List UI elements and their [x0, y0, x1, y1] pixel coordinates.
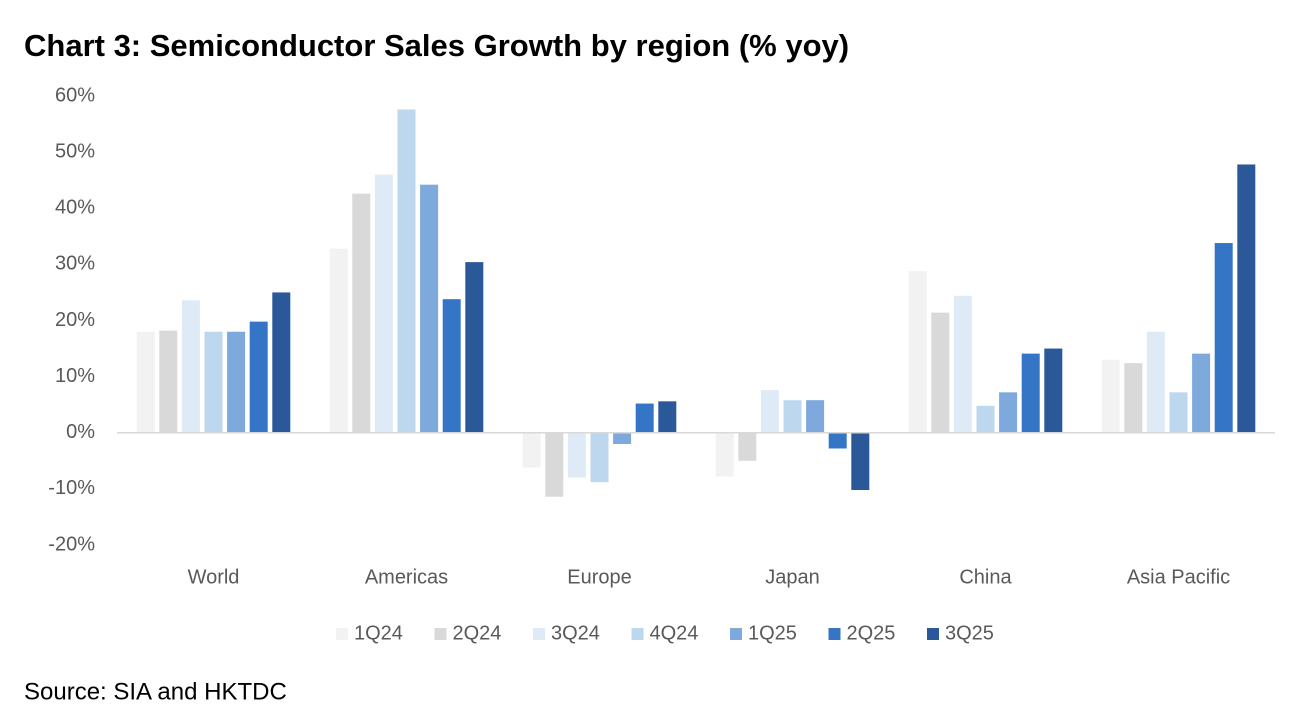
bar — [374, 174, 393, 433]
legend-label: 3Q25 — [945, 622, 994, 644]
bar — [522, 432, 541, 468]
bar — [227, 331, 246, 433]
x-tick-label: Japan — [765, 566, 820, 588]
x-tick-label: World — [188, 566, 240, 588]
y-tick-label: 20% — [55, 309, 95, 331]
bar — [181, 300, 200, 433]
bar — [1214, 243, 1233, 433]
y-tick-label: 30% — [55, 253, 95, 275]
bar — [397, 109, 416, 433]
bar — [329, 248, 348, 433]
legend-label: 2Q24 — [453, 622, 502, 644]
x-tick-label: Americas — [365, 566, 448, 588]
legend-swatch — [927, 628, 939, 640]
bar — [783, 400, 802, 433]
y-tick-label: 60% — [55, 84, 95, 106]
bar — [1101, 359, 1120, 433]
bar — [851, 432, 870, 490]
chart-title: Chart 3: Semiconductor Sales Growth by r… — [24, 28, 849, 63]
legend-label: 3Q24 — [551, 622, 600, 644]
bar — [613, 432, 632, 444]
bar — [806, 400, 825, 433]
y-tick-label: 50% — [55, 140, 95, 162]
legend-label: 2Q25 — [847, 622, 896, 644]
bar — [590, 432, 609, 483]
bar — [999, 392, 1018, 433]
bar — [204, 331, 223, 433]
bar — [1237, 164, 1256, 433]
legend-swatch — [631, 628, 644, 640]
y-tick-label: -10% — [48, 477, 95, 499]
y-tick-label: 10% — [55, 365, 95, 387]
bar — [352, 193, 371, 433]
bar — [908, 271, 927, 433]
bar — [976, 405, 995, 433]
bar — [420, 184, 439, 433]
bar — [715, 432, 734, 477]
legend-label: 1Q24 — [354, 622, 403, 644]
bar — [136, 331, 155, 433]
bar — [1124, 363, 1143, 433]
legend-swatch — [730, 628, 742, 640]
bar — [953, 295, 972, 433]
bar — [545, 432, 564, 497]
x-tick-label: Asia Pacific — [1127, 566, 1230, 588]
bar — [760, 390, 779, 433]
bar — [159, 330, 178, 433]
bar — [658, 401, 677, 433]
y-tick-label: -20% — [48, 533, 95, 555]
bar — [1021, 353, 1040, 433]
source-note: Source: SIA and HKTDC — [24, 678, 287, 705]
bar — [1146, 331, 1165, 433]
legend-swatch — [434, 628, 447, 640]
bar — [931, 312, 950, 433]
legend-swatch — [533, 628, 545, 640]
y-tick-label: 40% — [55, 197, 95, 219]
bar — [1192, 353, 1211, 433]
legend-label: 1Q25 — [748, 622, 797, 644]
bar — [272, 292, 291, 433]
bar — [442, 299, 461, 433]
bar — [567, 432, 586, 478]
bar — [1169, 392, 1188, 433]
x-tick-label: Europe — [567, 566, 632, 588]
bar — [249, 321, 268, 433]
y-tick-label: 0% — [66, 421, 95, 443]
legend-label: 4Q24 — [650, 622, 699, 644]
x-tick-label: China — [959, 566, 1012, 588]
bar — [635, 403, 654, 433]
bar — [465, 262, 484, 433]
bar — [828, 432, 847, 449]
legend-swatch — [828, 628, 841, 640]
bar — [738, 432, 757, 461]
legend-swatch — [336, 628, 348, 640]
bar — [1044, 348, 1063, 433]
